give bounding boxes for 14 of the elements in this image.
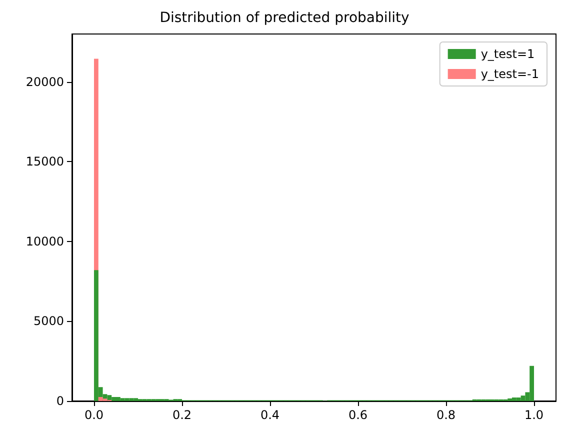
x-tick-label: 0.0	[84, 408, 104, 422]
y-tick-label: 10000	[26, 234, 64, 248]
x-tick-label: 0.4	[260, 408, 280, 422]
y-tick-label: 5000	[33, 314, 64, 328]
y-tick-label: 20000	[26, 74, 64, 89]
legend-label: y_test=1	[480, 47, 535, 61]
y-tick-label: 0	[56, 394, 64, 408]
chart-title: Distribution of predicted probability	[160, 10, 410, 26]
x-tick-label: 0.8	[436, 408, 456, 422]
legend-label: y_test=-1	[480, 67, 540, 81]
y-tick-label: 15000	[26, 154, 64, 169]
x-tick-label: 0.2	[172, 408, 192, 422]
x-tick-label: 0.6	[348, 408, 368, 422]
x-tick-label: 1.0	[524, 408, 544, 422]
